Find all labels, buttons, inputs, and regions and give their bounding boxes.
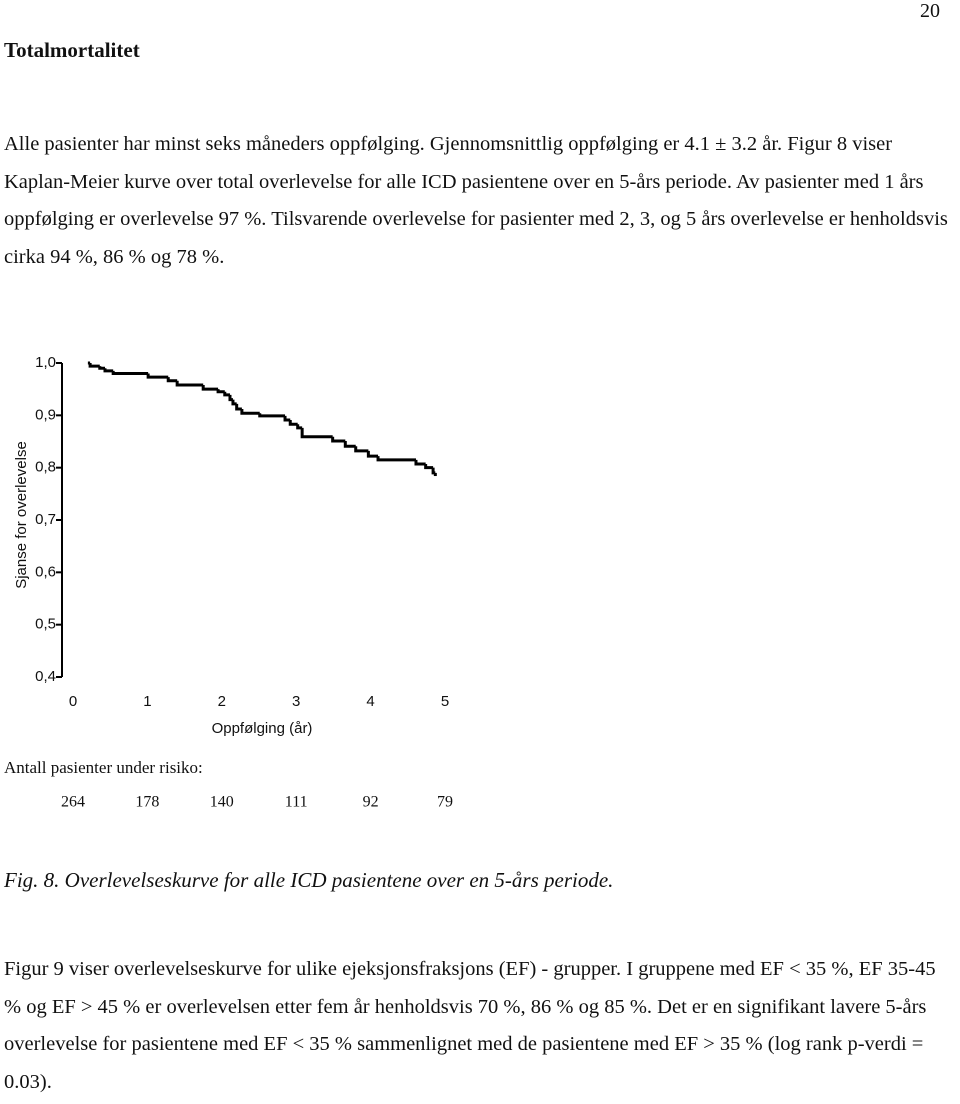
risk-count: 140: [210, 794, 234, 811]
x-tick-label: 5: [441, 693, 449, 710]
survival-step: [103, 368, 114, 373]
survival-step: [201, 384, 219, 391]
survival-step: [231, 399, 237, 406]
survival-step: [331, 436, 346, 443]
y-tick-label: 1,0: [35, 354, 56, 371]
risk-count: 264: [61, 794, 85, 811]
survival-step: [223, 391, 230, 397]
x-tick-label: 1: [143, 693, 151, 710]
x-tick-label: 3: [292, 693, 300, 710]
heading: Totalmortalitet: [4, 38, 140, 62]
y-tick-label: 0,7: [35, 511, 56, 528]
x-tick-label: 0: [69, 693, 77, 710]
x-tick-label: 4: [366, 693, 374, 710]
survival-step: [343, 440, 356, 448]
survival-step: [235, 403, 242, 411]
survival-step: [414, 459, 426, 466]
survival-step: [288, 420, 298, 426]
survival-step: [300, 427, 333, 439]
survival-step: [146, 373, 169, 379]
risk-table-label: Antall pasienter under risiko:: [4, 758, 203, 777]
survival-step: [296, 424, 303, 430]
risk-count: 92: [363, 794, 379, 811]
survival-step: [366, 450, 379, 458]
caption: Fig. 8. Overlevelseskurve for alle ICD p…: [4, 868, 614, 892]
y-axis-label: Sjanse for overlevelse: [13, 441, 30, 589]
paragraph: Figur 9 viser overlevelseskurve for ulik…: [4, 958, 936, 1093]
y-tick-label: 0,8: [35, 459, 56, 476]
risk-count: 111: [285, 794, 308, 811]
paragraph: Alle pasienter har minst seks måneders o…: [4, 133, 948, 268]
survival-step: [228, 394, 233, 402]
risk-count: 79: [437, 794, 453, 811]
y-tick-label: 0,9: [35, 406, 56, 423]
x-tick-label: 2: [218, 693, 226, 710]
survival-step: [98, 366, 105, 370]
survival-step: [258, 413, 286, 418]
survival-step: [376, 456, 416, 462]
survival-step: [354, 446, 369, 453]
survival-step: [216, 389, 225, 394]
y-tick-label: 0,5: [35, 616, 56, 633]
risk-count: 178: [135, 794, 159, 811]
survival-step: [424, 464, 434, 470]
survival-step: [283, 415, 291, 422]
survival-step: [240, 409, 260, 415]
survival-step: [111, 370, 149, 375]
x-axis-label: Oppfølging (år): [212, 720, 313, 737]
survival-step: [166, 377, 178, 383]
survival-step: [88, 363, 100, 368]
y-tick-label: 0,4: [35, 668, 56, 685]
survival-step: [431, 467, 436, 475]
page-number: 20: [920, 0, 940, 22]
survival-step: [175, 380, 204, 387]
y-tick-label: 0,6: [35, 563, 56, 580]
